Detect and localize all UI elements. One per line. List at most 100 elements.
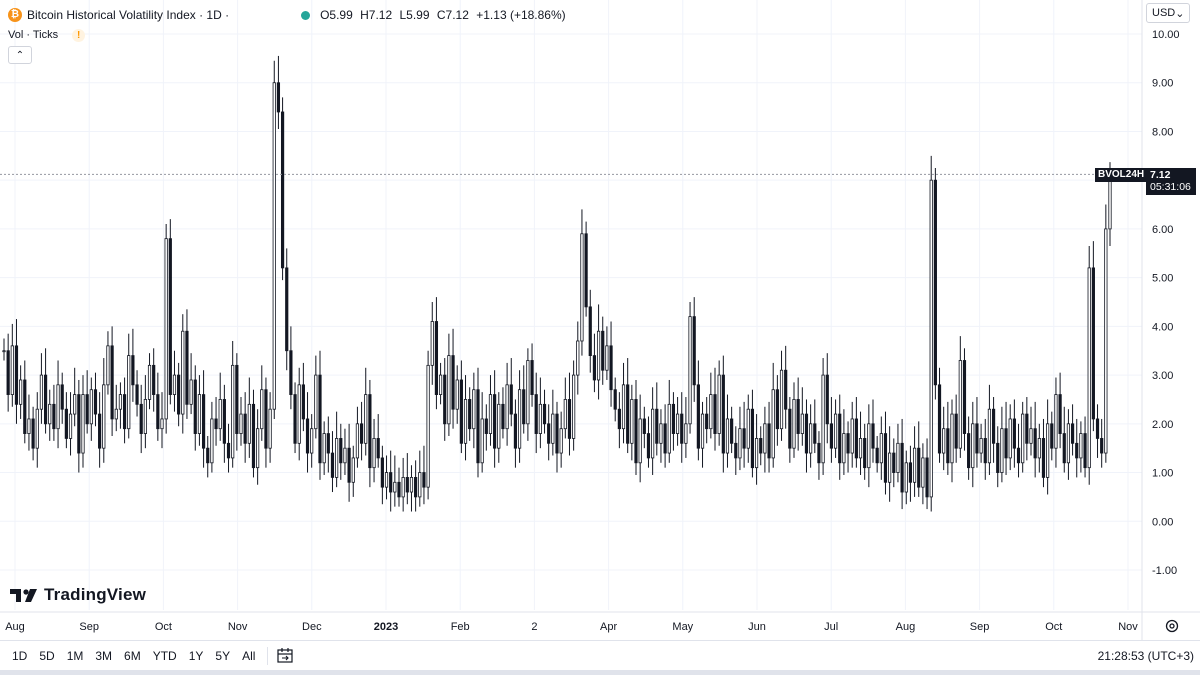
candle-body	[688, 316, 692, 425]
candle-body	[1050, 423, 1054, 449]
candle-body	[1075, 442, 1079, 459]
x-tick-label: May	[672, 621, 693, 633]
footer-strip	[0, 670, 1200, 675]
candle-body	[322, 433, 326, 464]
range-button-5y[interactable]: 5Y	[215, 648, 231, 663]
currency-select[interactable]: USD ⌄	[1146, 3, 1190, 23]
candle-body	[222, 399, 226, 444]
range-button-3m[interactable]: 3M	[95, 648, 113, 663]
candle-body	[438, 374, 443, 395]
candle-body	[513, 413, 518, 449]
symbol-title[interactable]: Bitcoin Historical Volatility Index · 1D…	[27, 8, 230, 22]
candle-body	[247, 403, 251, 444]
ohlc-low: L5.99	[399, 8, 430, 22]
candle-body	[297, 384, 301, 444]
ohlc-values: O5.99 H7.12 L5.99 C7.12 +1.13 (+18.86%)	[320, 8, 570, 22]
candle-body	[501, 403, 505, 430]
range-button-1y[interactable]: 1Y	[188, 648, 204, 663]
x-tick-label: Aug	[5, 621, 25, 633]
candle-body	[596, 330, 601, 381]
candle-body	[1033, 428, 1037, 459]
candle-body	[717, 374, 721, 434]
bar-countdown: 05:31:06	[1150, 181, 1191, 193]
candle-body	[1091, 267, 1095, 420]
candle-body	[946, 428, 950, 464]
candle-body	[276, 82, 281, 113]
candle-body	[77, 394, 81, 454]
candle-body	[147, 364, 152, 400]
candle-body	[127, 355, 131, 430]
candle-body	[64, 408, 68, 439]
candle-body	[942, 428, 946, 454]
timezone-clock[interactable]: 21:28:53 (UTC+3)	[1097, 649, 1194, 663]
candle-body	[1004, 428, 1008, 459]
collapse-legend-button[interactable]: ⌃	[8, 46, 32, 64]
range-button-1d[interactable]: 1D	[12, 648, 28, 663]
candle-body	[730, 418, 734, 444]
candle-body	[351, 457, 355, 483]
volume-legend[interactable]: Vol · Ticks !	[8, 28, 86, 42]
candle-body	[177, 374, 181, 415]
range-button-6m[interactable]: 6M	[124, 648, 141, 663]
candle-body	[547, 423, 551, 444]
candle-body	[43, 374, 48, 425]
candle-body	[443, 374, 447, 425]
candle-body	[201, 394, 206, 449]
chart-plot-area[interactable]: 10.009.008.007.006.005.004.003.002.001.0…	[0, 0, 1200, 640]
candle-body	[314, 374, 318, 430]
candle-body	[1083, 433, 1087, 469]
candle-body	[35, 408, 39, 449]
time-axis[interactable]: Aug Sep Oct Nov Dec 2023 Feb 2 Apr May Jun Jul Aug Se…	[5, 621, 1138, 633]
candle-body	[301, 384, 305, 420]
candle-body	[52, 403, 56, 430]
range-button-1m[interactable]: 1M	[66, 648, 84, 663]
candle-body	[825, 374, 829, 425]
ohlc-open: O5.99	[320, 8, 353, 22]
candle-body	[405, 477, 409, 493]
candle-body	[243, 413, 247, 444]
candle-body	[31, 418, 35, 449]
candle-body	[696, 384, 700, 449]
price-axis[interactable]: 10.009.008.007.006.005.004.003.002.001.0…	[1152, 29, 1180, 577]
candle-body	[168, 238, 172, 395]
market-status-dot-icon[interactable]	[301, 10, 311, 20]
candle-body	[904, 462, 908, 493]
candle-body	[414, 477, 418, 498]
range-button-ytd[interactable]: YTD	[152, 648, 177, 663]
candle-body	[709, 394, 713, 430]
currency-label: USD	[1152, 7, 1176, 19]
candle-body	[954, 413, 958, 449]
candle-body	[118, 394, 123, 410]
tradingview-logo[interactable]: TradingView	[10, 585, 146, 605]
go-to-date-icon[interactable]	[276, 647, 294, 665]
candle-body	[384, 472, 389, 488]
candle-body	[763, 423, 767, 454]
x-tick-label: Jun	[748, 621, 766, 633]
y-tick-label: 10.00	[1152, 29, 1180, 41]
symbol-legend: ₿ Bitcoin Historical Volatility Index · …	[8, 6, 570, 24]
candle-body	[638, 418, 642, 464]
candle-body	[197, 394, 202, 434]
candle-body	[310, 428, 314, 454]
candle-body	[838, 413, 842, 464]
bitcoin-icon: ₿	[8, 8, 22, 22]
x-tick-label: Sep	[79, 621, 99, 633]
candle-body	[48, 403, 52, 425]
range-button-all[interactable]: All	[242, 648, 256, 663]
candle-body	[380, 457, 384, 488]
candle-body	[987, 408, 992, 464]
gear-icon[interactable]	[1164, 618, 1180, 634]
candle-body	[505, 384, 509, 430]
ohlc-high: H7.12	[360, 8, 393, 22]
candle-body	[617, 408, 621, 430]
candle-body	[189, 379, 193, 405]
candle-body	[401, 477, 405, 498]
candle-body	[339, 438, 343, 464]
candle-body	[434, 321, 439, 395]
range-button-5d[interactable]: 5D	[39, 648, 55, 663]
candle-body	[979, 438, 983, 454]
candle-body	[601, 330, 605, 371]
warning-icon[interactable]: !	[72, 28, 86, 42]
candle-body	[1041, 438, 1046, 478]
y-tick-label: 6.00	[1152, 224, 1173, 236]
